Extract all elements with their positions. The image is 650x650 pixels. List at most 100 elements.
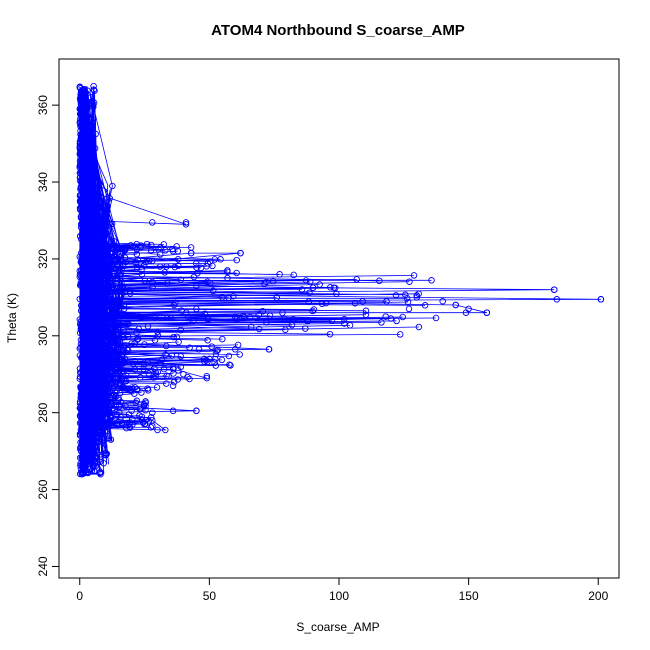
data-point bbox=[227, 362, 234, 369]
data-point bbox=[142, 258, 150, 266]
data-point bbox=[156, 263, 164, 270]
data-point bbox=[152, 368, 159, 376]
data-point bbox=[76, 295, 84, 303]
data-point bbox=[77, 223, 85, 231]
data-point bbox=[122, 320, 129, 327]
data-point bbox=[90, 393, 98, 400]
data-point bbox=[77, 444, 84, 452]
data-point bbox=[273, 294, 280, 301]
data-point bbox=[187, 249, 195, 257]
data-point bbox=[113, 322, 120, 330]
data-point bbox=[382, 313, 389, 320]
data-point bbox=[80, 140, 87, 147]
data-point bbox=[114, 295, 121, 302]
data-point bbox=[282, 326, 289, 333]
data-point bbox=[84, 87, 91, 94]
data-point bbox=[92, 415, 99, 422]
data-point bbox=[184, 313, 192, 321]
data-point bbox=[326, 330, 334, 338]
data-point bbox=[138, 270, 146, 278]
data-point bbox=[97, 470, 104, 478]
data-point bbox=[550, 286, 558, 293]
data-point bbox=[98, 270, 106, 278]
data-point bbox=[119, 334, 127, 341]
data-point bbox=[410, 272, 418, 279]
data-point bbox=[353, 276, 360, 283]
data-point bbox=[154, 328, 161, 336]
data-point bbox=[126, 287, 133, 295]
data-point bbox=[122, 402, 129, 410]
data-point bbox=[81, 408, 88, 415]
data-point bbox=[101, 380, 108, 388]
data-point bbox=[76, 329, 84, 337]
data-point bbox=[92, 130, 99, 138]
data-point bbox=[89, 263, 96, 270]
data-point bbox=[309, 307, 316, 315]
data-point bbox=[82, 186, 89, 193]
data-point bbox=[302, 277, 310, 284]
data-point bbox=[405, 305, 413, 313]
data-point bbox=[233, 256, 240, 264]
data-point bbox=[259, 308, 266, 315]
data-point bbox=[175, 262, 182, 270]
data-point bbox=[120, 384, 128, 392]
data-point bbox=[88, 274, 95, 281]
data-point bbox=[144, 387, 152, 394]
data-point bbox=[78, 354, 85, 362]
data-point bbox=[162, 342, 170, 350]
data-point bbox=[112, 375, 120, 382]
data-point bbox=[137, 374, 144, 381]
data-point bbox=[108, 349, 115, 357]
data-point bbox=[104, 262, 111, 269]
data-point bbox=[225, 294, 232, 301]
data-point bbox=[88, 135, 95, 142]
data-point bbox=[78, 396, 86, 404]
y-axis: 240 260 280 300 320 340 360 bbox=[36, 95, 60, 576]
data-point bbox=[89, 179, 97, 186]
data-point bbox=[157, 359, 164, 367]
data-point bbox=[214, 346, 221, 354]
data-point bbox=[102, 212, 110, 219]
data-point bbox=[99, 283, 106, 291]
data-point bbox=[92, 202, 99, 209]
data-point bbox=[82, 418, 90, 425]
data-point bbox=[137, 405, 144, 412]
data-point bbox=[200, 355, 208, 363]
data-point bbox=[116, 380, 124, 388]
data-point bbox=[281, 315, 288, 323]
data-point bbox=[305, 298, 313, 305]
data-point bbox=[168, 352, 176, 359]
data-point bbox=[120, 326, 127, 334]
data-point bbox=[97, 317, 104, 324]
data-point bbox=[393, 317, 400, 325]
data-point bbox=[133, 312, 141, 319]
data-point bbox=[120, 302, 128, 309]
data-point bbox=[163, 372, 170, 380]
data-point bbox=[149, 409, 156, 416]
data-point bbox=[102, 449, 109, 457]
data-point bbox=[84, 131, 91, 139]
data-point bbox=[99, 407, 107, 414]
data-point bbox=[169, 382, 177, 390]
data-point bbox=[483, 309, 491, 316]
data-point bbox=[149, 422, 156, 430]
data-point bbox=[80, 455, 87, 463]
data-point bbox=[98, 256, 106, 263]
data-point bbox=[392, 292, 400, 299]
data-point bbox=[99, 313, 106, 320]
data-point bbox=[106, 195, 113, 202]
data-point bbox=[92, 411, 99, 418]
data-point bbox=[131, 366, 139, 373]
data-point bbox=[82, 106, 90, 114]
data-point bbox=[113, 411, 121, 419]
data-point bbox=[177, 326, 184, 334]
data-point bbox=[217, 256, 224, 263]
data-point bbox=[102, 264, 110, 271]
data-point bbox=[79, 206, 86, 214]
data-point bbox=[142, 398, 149, 405]
x-axis-label: S_coarse_AMP bbox=[296, 620, 379, 634]
data-point bbox=[141, 341, 148, 348]
data-point bbox=[193, 260, 200, 267]
data-point bbox=[98, 390, 105, 397]
data-point bbox=[302, 325, 309, 332]
